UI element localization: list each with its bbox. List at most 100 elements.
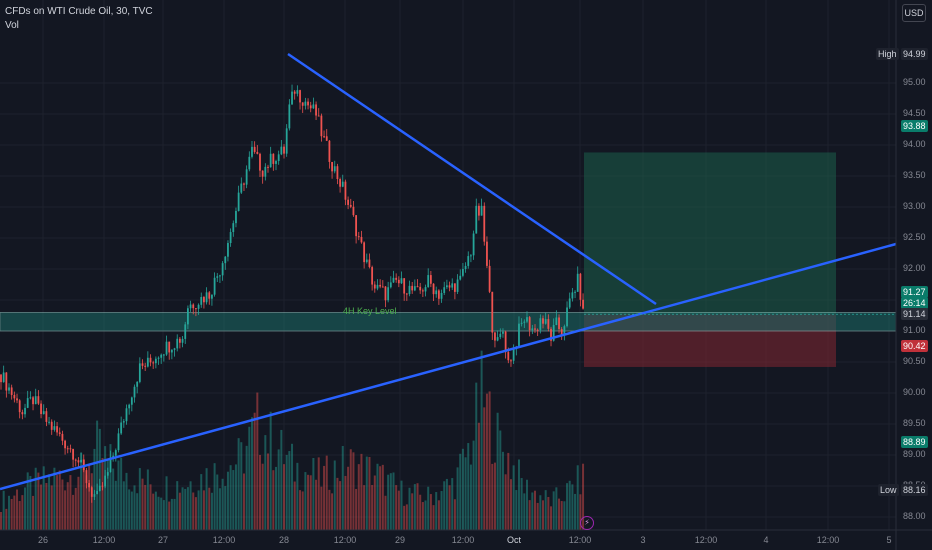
volume-bar — [34, 467, 37, 530]
volume-bar — [432, 505, 435, 530]
candle-body — [275, 161, 277, 164]
candle-body — [421, 290, 424, 292]
volume-bar — [74, 487, 77, 530]
candle-body — [53, 426, 56, 430]
volume-bar — [392, 472, 395, 530]
candle-body — [395, 277, 398, 280]
volume-bar — [133, 485, 136, 530]
candle-body — [555, 317, 558, 326]
volume-bar — [371, 485, 374, 530]
volume-bar — [261, 463, 264, 530]
candle-body — [101, 485, 104, 487]
candle-body — [259, 153, 261, 171]
volume-bar — [485, 393, 488, 530]
volume-bar — [571, 484, 574, 530]
volume-bar — [26, 472, 29, 530]
lightning-icon[interactable]: ⚡ — [580, 516, 594, 530]
candle-body — [45, 411, 48, 422]
volume-bar — [234, 464, 237, 530]
volume-indicator-label[interactable]: Vol — [5, 20, 19, 31]
time-tick-label: 28 — [278, 535, 290, 545]
volume-bar — [10, 498, 13, 530]
volume-bar — [277, 449, 280, 530]
candle-body — [528, 317, 531, 331]
volume-bar — [315, 479, 318, 530]
candle-body — [424, 287, 427, 292]
volume-bar — [197, 490, 200, 530]
volume-bar — [512, 465, 515, 530]
candle-body — [384, 286, 387, 301]
volume-bar — [469, 464, 472, 530]
volume-bar — [381, 464, 384, 530]
volume-bar — [216, 474, 219, 530]
currency-button[interactable]: USD — [902, 4, 926, 22]
volume-bar — [499, 430, 502, 530]
volume-bar — [336, 477, 339, 530]
volume-bar — [467, 443, 470, 530]
key-level-annotation[interactable]: 4H Key Level — [343, 306, 397, 316]
volume-bar — [13, 495, 16, 530]
candle-body — [480, 205, 483, 216]
volume-bar — [480, 350, 483, 530]
candle-body — [173, 348, 176, 350]
candle-body — [576, 273, 579, 292]
volume-bar — [475, 382, 478, 530]
volume-bar — [347, 466, 350, 530]
candle-body — [550, 328, 552, 341]
candle-body — [29, 397, 32, 399]
high-price-label: 94.99 — [901, 48, 928, 60]
low-price-label: 88.16 — [901, 484, 928, 496]
candle-body — [365, 259, 368, 263]
volume-bar — [309, 475, 312, 530]
volume-bar — [528, 500, 531, 530]
volume-bar — [299, 490, 302, 530]
candle-body — [189, 304, 192, 309]
candle-body — [347, 199, 349, 205]
candle-body — [280, 146, 283, 155]
candle-body — [531, 328, 534, 331]
candle-body — [454, 283, 456, 292]
candle-body — [315, 104, 317, 116]
volume-bar — [349, 449, 352, 530]
candle-body — [413, 286, 416, 291]
candle-body — [253, 146, 256, 152]
candle-body — [486, 241, 488, 266]
volume-bar — [566, 483, 569, 530]
descending-trendline — [287, 52, 657, 306]
candle-body — [77, 460, 80, 463]
price-tick-label: 93.50 — [903, 170, 926, 180]
volume-bar — [237, 438, 240, 530]
chart-title: CFDs on WTI Crude Oil, 30, TVC — [5, 6, 153, 17]
stop-price-label: 90.42 — [901, 340, 928, 352]
candle-body — [125, 408, 128, 422]
candle-body — [144, 365, 147, 367]
volume-bar — [560, 501, 563, 530]
volume-bar — [517, 459, 520, 530]
candle-body — [363, 242, 366, 263]
volume-bar — [109, 444, 112, 530]
candle-body — [13, 394, 16, 399]
candle-body — [574, 291, 576, 293]
volume-bar — [226, 471, 229, 530]
volume-bar — [58, 470, 61, 530]
candle-body — [429, 275, 432, 284]
volume-bar — [242, 473, 245, 530]
candle-body — [237, 192, 240, 211]
candle-body — [504, 331, 507, 353]
candle-body — [283, 146, 285, 154]
candle-body — [136, 381, 139, 387]
candle-body — [544, 319, 547, 324]
volume-bar — [355, 488, 358, 530]
volume-bar — [365, 456, 368, 530]
volume-bar — [152, 493, 155, 530]
volume-bar — [125, 472, 128, 530]
candle-body — [80, 459, 82, 463]
volume-bar — [48, 474, 51, 530]
candle-body — [352, 206, 355, 216]
volume-bar — [387, 474, 390, 530]
key-level-zone — [0, 311, 897, 332]
volume-bar — [45, 482, 48, 530]
candle-body — [526, 317, 528, 322]
volume-bar — [280, 429, 283, 530]
